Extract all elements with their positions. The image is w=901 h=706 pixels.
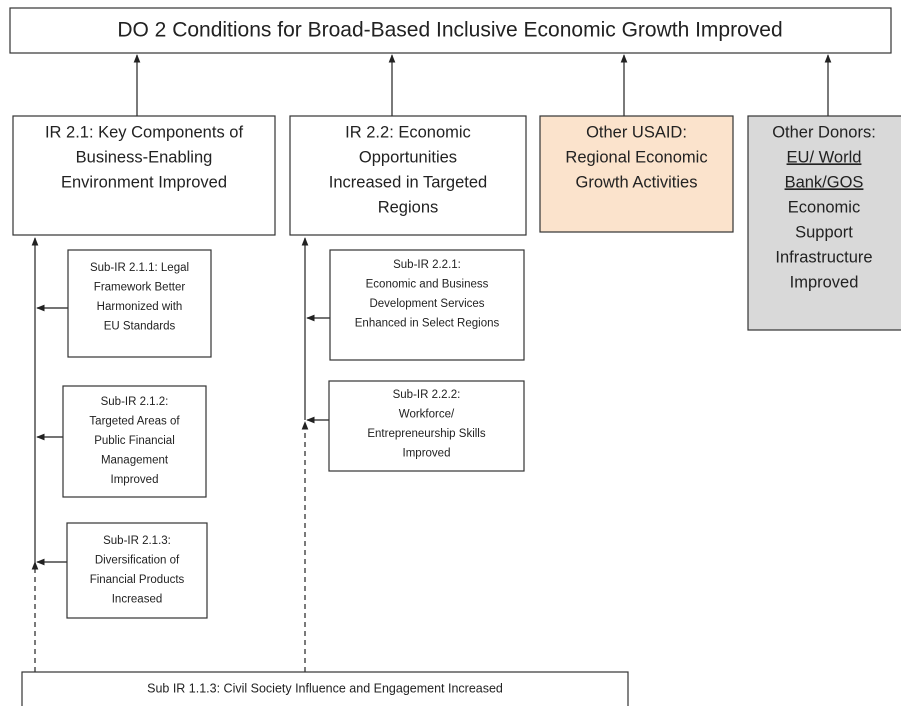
- ir-label: Increased in Targeted: [329, 173, 487, 191]
- ir-label: Economic: [788, 198, 860, 216]
- ir-label: Infrastructure: [775, 248, 872, 266]
- ir-label: Opportunities: [359, 148, 457, 166]
- ir-box: [539, 115, 734, 233]
- sub-ir-label: Improved: [403, 448, 451, 460]
- sub-ir-label: Workforce/: [399, 409, 455, 421]
- bottom-label: Sub IR 1.1.3: Civil Society Influence an…: [147, 681, 503, 695]
- sub-ir-box: [66, 522, 208, 619]
- sub-ir-label: Diversification of: [95, 555, 180, 567]
- sub-ir-label: Management: [101, 455, 169, 467]
- sub-ir-label: Enhanced in Select Regions: [355, 318, 500, 330]
- sub-ir-label: Sub-IR 2.1.1: Legal: [90, 262, 189, 274]
- ir-label: Other Donors:: [772, 123, 876, 141]
- sub-ir-box: [67, 249, 212, 358]
- sub-ir-label: Improved: [111, 474, 159, 486]
- ir-label: IR 2.1: Key Components of: [45, 123, 244, 141]
- sub-ir-label: Sub-IR 2.2.1:: [393, 259, 461, 271]
- sub-ir-label: Economic and Business: [366, 279, 489, 291]
- sub-ir-label: Harmonized with: [97, 301, 183, 313]
- sub-ir-box: [329, 249, 525, 361]
- ir-box: [747, 115, 901, 331]
- ir-label: Bank/GOS: [785, 173, 864, 191]
- ir-label: IR 2.2: Economic: [345, 123, 471, 141]
- sub-ir-label: Targeted Areas of: [89, 416, 180, 428]
- goal-title: DO 2 Conditions for Broad-Based Inclusiv…: [117, 19, 782, 42]
- sub-ir-box: [62, 385, 207, 498]
- ir-label: Other USAID:: [586, 123, 687, 141]
- ir-label: Support: [795, 223, 853, 241]
- ir-box: [289, 115, 527, 236]
- sub-ir-label: Increased: [112, 594, 163, 606]
- connectors: [31, 54, 832, 672]
- ir-label: Regions: [378, 198, 439, 216]
- sub-ir-box: [328, 380, 525, 472]
- sub-ir-label: Entrepreneurship Skills: [367, 428, 486, 440]
- ir-label: Business-Enabling: [76, 148, 213, 166]
- sub-ir-label: Sub-IR 2.1.2:: [101, 396, 169, 408]
- ir-label: EU/ World: [787, 148, 862, 166]
- sub-ir-label: Financial Products: [90, 574, 185, 586]
- ir-label: Growth Activities: [576, 173, 698, 191]
- sub-ir-label: Framework Better: [94, 282, 186, 294]
- sub-ir-label: Public Financial: [94, 435, 175, 447]
- goal-box: [9, 7, 892, 54]
- sub-ir-label: Development Services: [369, 298, 484, 310]
- ir-box: [12, 115, 276, 236]
- sub-ir-label: EU Standards: [104, 321, 176, 333]
- sub-ir-label: Sub-IR 2.1.3:: [103, 535, 171, 547]
- ir-label: Environment Improved: [61, 173, 227, 191]
- bottom-box: [21, 671, 629, 706]
- sub-ir-label: Sub-IR 2.2.2:: [393, 389, 461, 401]
- ir-label: Improved: [790, 273, 859, 291]
- ir-label: Regional Economic: [565, 148, 707, 166]
